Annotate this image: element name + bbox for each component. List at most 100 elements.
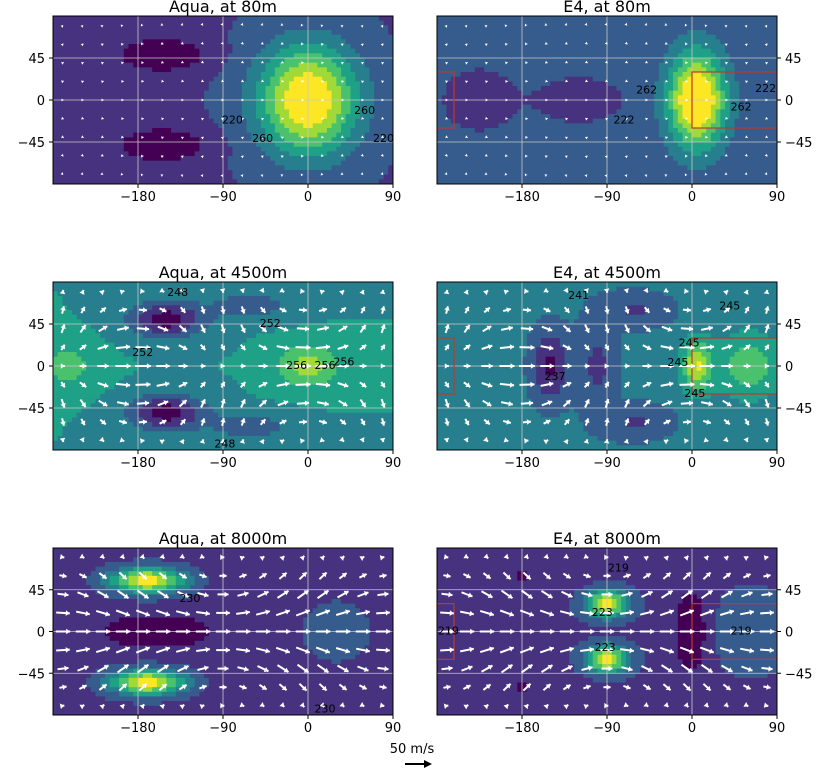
heatmap-cell	[531, 123, 537, 129]
heatmap-cell	[720, 16, 726, 22]
heatmap-cell	[474, 146, 481, 152]
heatmap-cell	[649, 95, 655, 101]
heatmap-cell	[260, 39, 267, 45]
heatmap-cell	[284, 67, 290, 73]
wind-arrow	[141, 135, 144, 139]
heatmap-cell	[687, 123, 693, 129]
wind-arrow	[180, 136, 184, 140]
heatmap-cell	[616, 53, 622, 59]
heatmap-cell	[237, 160, 243, 166]
heatmap-cell	[555, 20, 561, 26]
heatmap-cell	[260, 34, 267, 40]
heatmap-cell	[540, 118, 547, 124]
heatmap-cell	[437, 86, 443, 92]
heatmap-cell	[512, 16, 518, 22]
heatmap-cell	[336, 44, 342, 50]
heatmap-cell	[204, 104, 210, 110]
heatmap-cell	[345, 48, 352, 54]
heatmap-cell	[133, 160, 139, 166]
heatmap-cell	[437, 109, 443, 115]
heatmap-cell	[597, 20, 603, 26]
heatmap-cell	[564, 16, 570, 22]
wind-arrow	[141, 61, 144, 65]
heatmap-cell	[451, 44, 457, 50]
heatmap-cell	[227, 100, 234, 106]
heatmap-cell	[57, 118, 64, 124]
heatmap-cell	[298, 76, 304, 82]
heatmap-cell	[573, 109, 580, 115]
heatmap-cell	[81, 156, 87, 162]
heatmap-cell	[374, 151, 380, 157]
heatmap-cell	[522, 118, 528, 124]
heatmap-cell	[161, 179, 167, 184]
heatmap-cell	[578, 104, 584, 110]
heatmap-cell	[279, 170, 285, 176]
heatmap-cell	[109, 30, 115, 36]
heatmap-cell	[460, 25, 466, 31]
heatmap-cell	[512, 86, 518, 92]
heatmap-cell	[62, 109, 68, 115]
heatmap-cell	[71, 132, 78, 138]
heatmap-cell	[658, 20, 665, 26]
heatmap-cell	[90, 25, 97, 31]
heatmap-cell	[128, 86, 134, 92]
heatmap-cell	[668, 114, 674, 120]
heatmap-cell	[388, 151, 393, 157]
heatmap-cell	[303, 104, 309, 110]
heatmap-cell	[213, 160, 219, 166]
heatmap-cell	[251, 34, 257, 40]
heatmap-cell	[204, 34, 210, 40]
heatmap-cell	[303, 44, 309, 50]
heatmap-cell	[536, 151, 542, 157]
heatmap-cell	[109, 62, 115, 68]
heatmap-cell	[185, 72, 191, 78]
heatmap-cell	[293, 179, 300, 184]
heatmap-cell	[279, 25, 285, 31]
heatmap-cell	[493, 114, 499, 120]
heatmap-cell	[180, 146, 186, 152]
heatmap-cell	[374, 44, 380, 50]
heatmap-cell	[270, 179, 276, 184]
heatmap-cell	[185, 170, 191, 176]
wind-arrow	[60, 43, 64, 47]
wind-arrow	[341, 80, 344, 84]
heatmap-cell	[289, 118, 295, 124]
heatmap-cell	[536, 16, 542, 22]
heatmap-cell	[326, 34, 333, 40]
heatmap-cell	[359, 34, 366, 40]
heatmap-cell	[152, 25, 158, 31]
heatmap-cell	[545, 58, 551, 64]
heatmap-cell	[630, 104, 636, 110]
heatmap-cell	[208, 58, 215, 64]
heatmap-cell	[180, 34, 186, 40]
heatmap-cell	[90, 128, 97, 134]
heatmap-cell	[76, 132, 82, 138]
wind-arrow	[301, 98, 304, 102]
heatmap-cell	[114, 58, 120, 64]
heatmap-cell	[284, 72, 290, 78]
wind-arrow	[60, 172, 64, 176]
heatmap-cell	[308, 48, 314, 54]
heatmap-cell	[293, 160, 300, 166]
heatmap-cell	[677, 132, 684, 138]
heatmap-cell	[536, 58, 542, 64]
heatmap-cell	[142, 104, 149, 110]
heatmap-cell	[616, 170, 622, 176]
heatmap-cell	[289, 25, 295, 31]
heatmap-cell	[185, 95, 191, 101]
heatmap-cell	[706, 58, 712, 64]
heatmap-cell	[621, 128, 627, 134]
heatmap-cell	[241, 100, 248, 106]
heatmap-cell	[171, 34, 177, 40]
heatmap-cell	[644, 72, 651, 78]
heatmap-cell	[446, 67, 452, 73]
heatmap-cell	[100, 44, 106, 50]
heatmap-cell	[555, 142, 561, 148]
heatmap-cell	[350, 95, 356, 101]
heatmap-cell	[446, 48, 452, 54]
heatmap-cell	[640, 132, 646, 138]
wind-arrow	[121, 98, 124, 102]
heatmap-cell	[270, 170, 276, 176]
heatmap-cell	[550, 95, 556, 101]
heatmap-cell	[673, 179, 679, 184]
